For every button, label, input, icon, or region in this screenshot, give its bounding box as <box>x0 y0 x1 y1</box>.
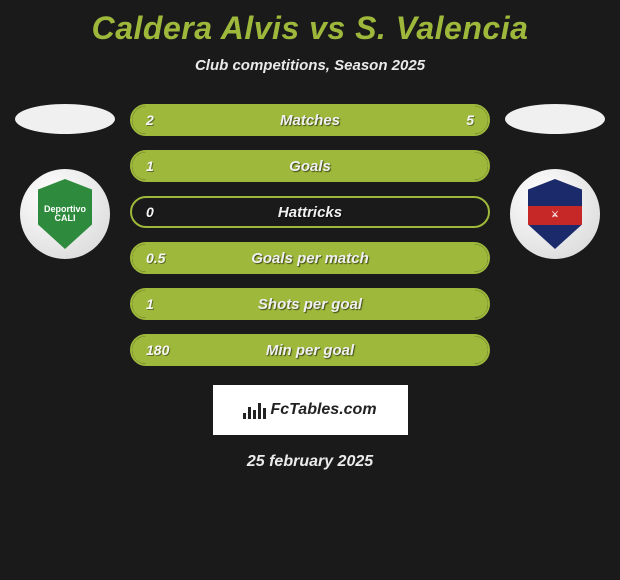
page-title: Caldera Alvis vs S. Valencia <box>0 10 620 47</box>
main-row: DeportivoCALI 2Matches51Goals0Hattricks0… <box>0 104 620 380</box>
stat-row: 1 Goals <box>130 150 490 182</box>
brand-logo-text: FcTables.com <box>270 401 376 419</box>
stat-label: Shots per goal <box>258 296 362 313</box>
brand-bars-icon <box>243 401 266 419</box>
right-column: ⚔ <box>505 104 605 259</box>
comparison-card: Caldera Alvis vs S. Valencia Club compet… <box>0 0 620 471</box>
right-team-crest: ⚔ <box>525 179 585 249</box>
subtitle: Club competitions, Season 2025 <box>0 57 620 74</box>
stat-row: 2 Matches 5 <box>130 104 490 136</box>
stat-left-value: 180 <box>132 342 169 358</box>
brand-logo: FcTables.com <box>213 385 408 435</box>
stat-row: 1 Shots per goal <box>130 288 490 320</box>
left-team-badge: DeportivoCALI <box>20 169 110 259</box>
stat-fill-right <box>235 106 488 134</box>
stats-column: 2 Matches 5 1 Goals 0 Hattricks 0.5 Goals per ma… <box>130 104 490 380</box>
stat-left-value: 0.5 <box>132 250 165 266</box>
stat-row: 0 Hattricks <box>130 196 490 228</box>
stat-label: Hattricks <box>278 204 342 221</box>
stat-label: Matches <box>280 112 340 129</box>
stat-label: Goals <box>289 158 331 175</box>
stat-label: Goals per match <box>251 250 369 267</box>
date-text: 25 february 2025 <box>0 453 620 471</box>
stat-left-value: 1 <box>132 158 154 174</box>
left-team-crest: DeportivoCALI <box>35 179 95 249</box>
stat-left-value: 1 <box>132 296 154 312</box>
stat-row: 0.5 Goals per match <box>130 242 490 274</box>
stat-label: Min per goal <box>266 342 354 359</box>
left-player-ellipse <box>15 104 115 134</box>
stat-left-value: 0 <box>132 204 154 220</box>
stat-row: 180 Min per goal <box>130 334 490 366</box>
left-column: DeportivoCALI <box>15 104 115 259</box>
right-player-ellipse <box>505 104 605 134</box>
right-team-badge: ⚔ <box>510 169 600 259</box>
stat-left-value: 2 <box>132 112 154 128</box>
right-crest-text: ⚔ <box>551 210 558 219</box>
left-crest-text: DeportivoCALI <box>44 205 86 223</box>
stat-right-value: 5 <box>466 112 474 128</box>
